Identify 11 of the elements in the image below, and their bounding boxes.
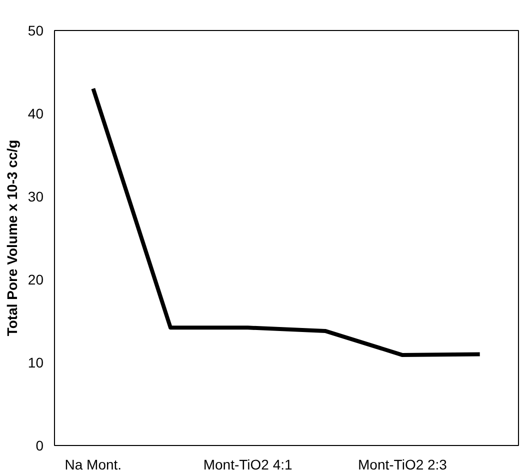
x-tick-label: Mont-TiO2 4:1 xyxy=(203,456,293,472)
x-tick-label: Na Mont. xyxy=(64,456,122,472)
y-tick-label: 0 xyxy=(36,438,44,454)
y-tick-label: 40 xyxy=(28,106,44,122)
y-tick-label: 50 xyxy=(28,22,44,38)
y-axis-title: Total Pore Volume x 10-3 cc/g xyxy=(4,140,20,336)
y-tick-label: 30 xyxy=(28,188,44,204)
y-tick-label: 10 xyxy=(28,354,44,370)
line-series xyxy=(91,86,482,358)
y-tick-label: 20 xyxy=(28,272,44,288)
x-tick-label: Mont-TiO2 2:3 xyxy=(358,456,448,472)
